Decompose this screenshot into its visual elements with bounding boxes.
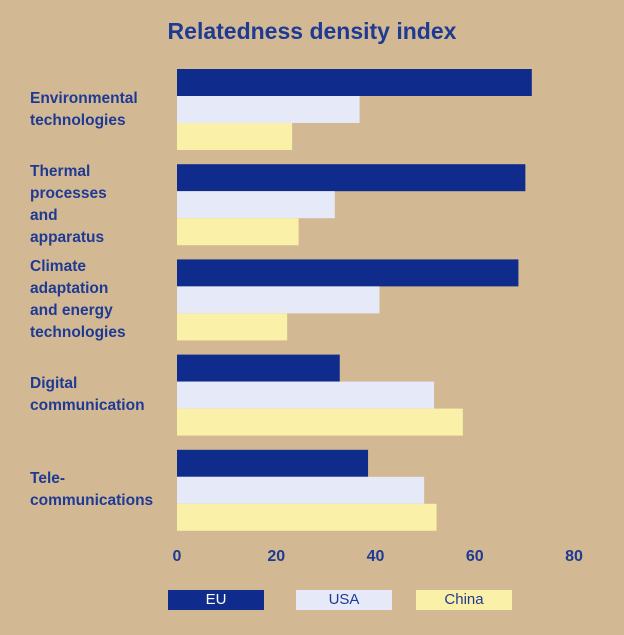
category-label-line: technologies [30,111,126,129]
bar-china-2 [177,313,288,341]
legend-label-usa: USA [328,591,360,608]
category-label-line: and energy [30,301,113,319]
bar-china-0 [177,123,293,150]
category-label-line: technologies [30,323,126,341]
bar-usa-1 [177,191,335,219]
x-tick-label: 0 [173,548,182,565]
category-label-line: processes [30,184,107,202]
x-tick-label: 80 [565,548,583,565]
category-label: Environmental technologies [30,88,170,132]
bar-eu-3 [177,354,340,382]
chart-title: Relatedness density index [167,18,457,44]
legend-swatch-eu [168,590,264,610]
category-label-line: apparatus [30,228,105,246]
category-label-line: communications [30,492,154,510]
category-label: Thermal processes and apparatus [30,161,170,249]
x-tick-label: 40 [367,548,385,565]
category-label-line: adaptation [30,279,109,297]
legend-label-eu: EU [205,591,227,608]
bar-eu-0 [177,69,532,96]
bar-usa-3 [177,381,435,409]
bar-usa-2 [177,286,380,314]
legend-swatch-usa [296,590,392,610]
category-label: Tele-communications [30,468,170,512]
category-label: Digital communication [30,373,170,417]
legend-swatch-china [416,590,512,610]
bar-usa-0 [177,96,360,123]
bar-china-4 [177,503,437,531]
x-tick-label: 20 [267,548,285,565]
category-label-line: Digital [30,375,78,393]
bar-china-1 [177,218,299,246]
category-label-line: Climate [30,257,86,275]
x-tick-label: 60 [466,548,484,565]
category-label: Climate adaptation and energy technologies [30,256,170,344]
bar-eu-2 [177,259,519,287]
category-label-line: and [30,206,58,224]
bar-eu-4 [177,449,369,477]
category-label-line: Tele- [30,470,66,488]
category-label-line: communication [30,397,145,415]
legend-label-china: China [444,591,484,608]
category-label-line: Environmental [30,89,138,107]
category-label-line: Thermal [30,162,91,180]
bar-eu-1 [177,164,526,192]
bar-china-3 [177,408,463,436]
bar-usa-4 [177,476,425,504]
